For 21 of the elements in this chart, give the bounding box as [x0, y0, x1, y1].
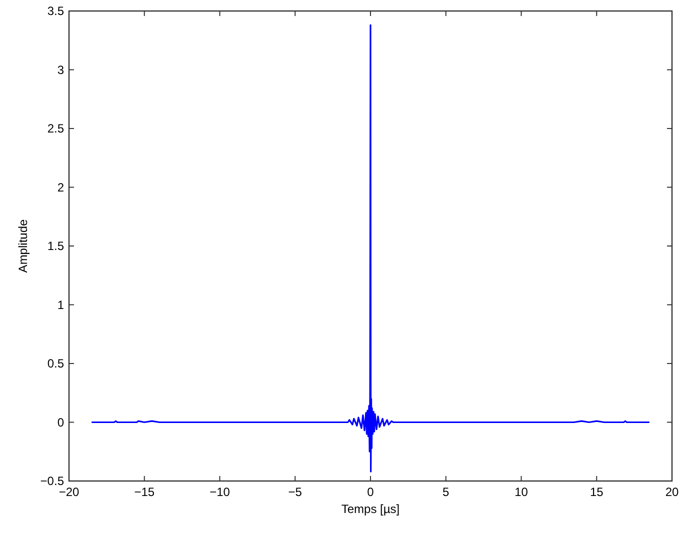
x-tick-label: −5	[288, 485, 302, 499]
y-tick-label: 0	[57, 415, 64, 430]
y-tick-label: 2	[57, 180, 64, 194]
y-tick-label: 0.5	[47, 356, 64, 370]
x-tick-label: 5	[442, 485, 450, 499]
y-tick-label: 3	[57, 62, 64, 77]
y-axis-title: Amplitude	[16, 219, 30, 273]
x-tick-label: −20	[58, 485, 80, 499]
y-tick-label: 3.5	[47, 4, 64, 18]
x-tick-label: −15	[134, 485, 155, 499]
x-tick-label: 10	[514, 485, 528, 499]
line-series	[90, 24, 650, 472]
y-tick-label: −0.5	[40, 474, 64, 488]
x-axis-title: Temps [µs]	[341, 502, 400, 516]
y-tick-label: 2.5	[47, 122, 64, 136]
y-tick-label: 1	[57, 298, 64, 312]
x-tick-label: 0	[367, 485, 374, 499]
x-tick-label: 15	[590, 485, 604, 499]
y-tick-label: 1.5	[47, 239, 64, 253]
x-tick-label: 20	[665, 485, 679, 499]
x-tick-label: −10	[210, 485, 230, 499]
